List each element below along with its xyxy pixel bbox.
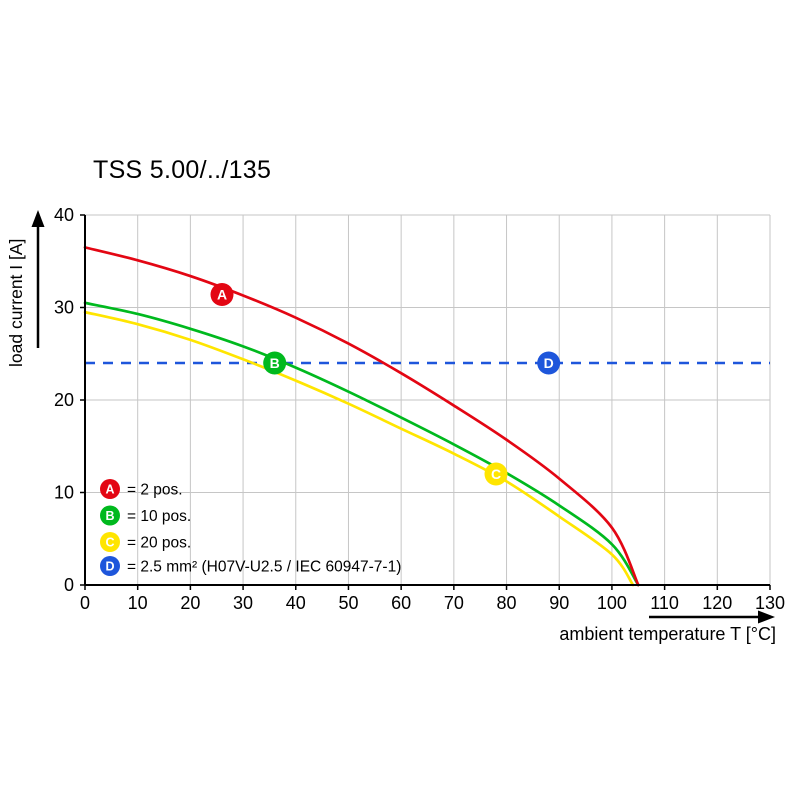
curves [83, 246, 640, 587]
y-tick-label: 10 [54, 483, 74, 503]
legend-letter-A: A [105, 483, 114, 497]
legend-label-A: = 2 pos. [127, 482, 183, 499]
legend-swatch-D [100, 556, 120, 576]
y-tick-label: 30 [54, 298, 74, 318]
x-tick-label: 50 [338, 593, 358, 613]
marker-A [210, 283, 234, 307]
legend-letter-B: B [105, 509, 114, 523]
x-tick-label: 120 [702, 593, 732, 613]
x-tick-label: 130 [755, 593, 785, 613]
legend-swatch-A [100, 479, 120, 499]
marker-letter-A: A [217, 287, 227, 303]
marker-B [263, 351, 287, 375]
x-tick-label: 60 [391, 593, 411, 613]
marker-C [484, 462, 508, 486]
curve-A [83, 246, 640, 587]
legend-label-D: = 2.5 mm² (H07V-U2.5 / IEC 60947-7-1) [127, 559, 401, 576]
x-axis-arrowhead-icon [758, 610, 775, 624]
gridlines [85, 214, 771, 585]
marker-D [537, 351, 561, 375]
x-tick-label: 110 [650, 593, 679, 613]
legend-swatch-B [100, 505, 120, 526]
curve-B [83, 301, 640, 587]
legend-letter-C: C [105, 536, 114, 550]
marker-letter-C: C [491, 466, 501, 482]
x-tick-label: 90 [549, 593, 569, 613]
marker-letter-D: D [544, 355, 554, 371]
y-tick-label: 0 [64, 575, 74, 595]
tick-labels: 0 10 20 30 40 50 60 70 80 90 100 110 120 130 0 10 20 30 40 [54, 205, 785, 613]
x-tick-label: 30 [233, 593, 253, 613]
x-tick-label: 80 [497, 593, 517, 613]
x-axis-label: ambient temperature T [°C] [559, 624, 776, 644]
x-tick-label: 0 [80, 593, 90, 613]
legend: A = 2 pos. B = 10 pos. C = 20 pos. D = 2.5 mm² … [100, 479, 401, 576]
legend-label-B: = 10 pos. [127, 508, 191, 525]
series-markers: A B C D [210, 283, 561, 486]
legend-label-C: = 20 pos. [127, 535, 191, 552]
marker-letter-B: B [270, 355, 280, 371]
x-tick-label: 100 [597, 593, 627, 613]
axis-arrows [31, 210, 775, 624]
y-tick-label: 40 [54, 205, 74, 225]
x-tick-label: 70 [444, 593, 464, 613]
x-tick-label: 20 [180, 593, 200, 613]
legend-swatch-C [100, 532, 120, 552]
x-tick-label: 40 [286, 593, 306, 613]
x-tick-label: 10 [128, 593, 148, 613]
curve-C [83, 310, 635, 587]
chart-title: TSS 5.00/../135 [93, 156, 272, 184]
legend-letter-D: D [105, 560, 114, 574]
y-axis-arrowhead-icon [31, 210, 45, 227]
y-tick-label: 20 [54, 390, 74, 410]
